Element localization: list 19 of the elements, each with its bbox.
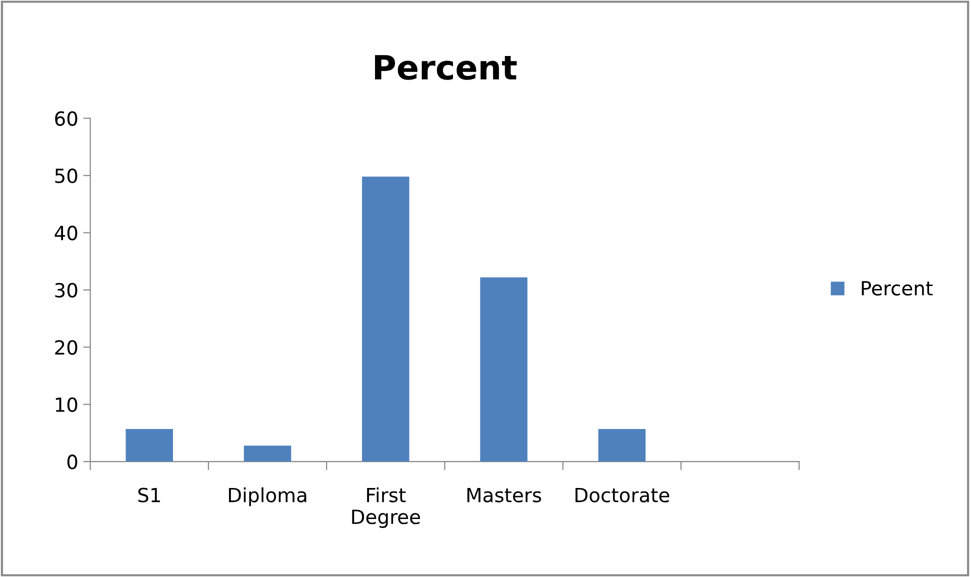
bar — [244, 446, 292, 462]
bar — [126, 428, 173, 462]
y-tick-label: 0 — [67, 454, 78, 470]
chart-title: Percent — [375, 55, 517, 80]
legend-label: Percent — [862, 281, 933, 296]
y-tick-label: 20 — [55, 340, 78, 355]
y-tick-label: 30 — [55, 282, 78, 298]
x-tick-label: Diploma — [228, 487, 306, 506]
y-tick-label: 50 — [55, 168, 78, 184]
bar — [598, 428, 646, 462]
bar — [480, 277, 528, 462]
y-tick-label: 40 — [54, 226, 78, 240]
y-tick-label: 60 — [55, 111, 78, 126]
x-tick-label: Doctorate — [576, 488, 670, 502]
y-tick-label: 10 — [56, 397, 78, 412]
x-tick-label: S1 — [138, 488, 160, 502]
x-tick-label: First Degree — [352, 487, 420, 528]
x-tick-label: Masters — [467, 488, 542, 502]
bar — [362, 176, 410, 462]
